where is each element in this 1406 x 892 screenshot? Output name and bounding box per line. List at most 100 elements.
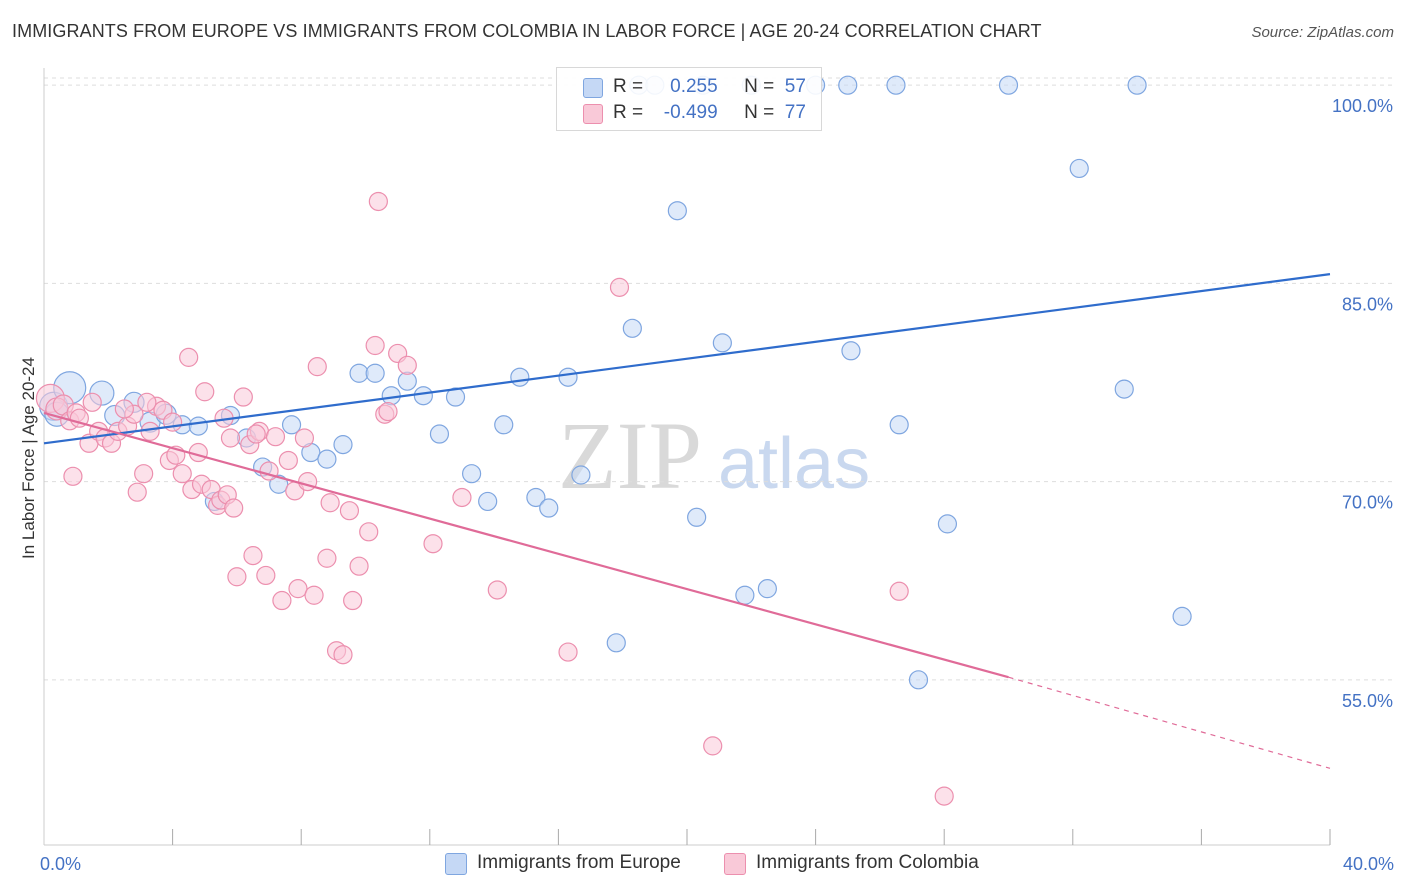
point-colombia xyxy=(934,786,954,806)
point-europe xyxy=(333,435,353,455)
point-europe xyxy=(413,386,433,406)
point-colombia xyxy=(227,567,247,587)
point-europe xyxy=(539,498,559,518)
point-europe xyxy=(494,415,514,435)
point-colombia xyxy=(63,466,83,486)
point-europe xyxy=(937,514,958,534)
point-europe xyxy=(1127,75,1147,95)
legend-swatch-colombia xyxy=(724,853,746,875)
legend-n-value: 57 xyxy=(784,76,806,97)
legend-r-value: 0.255 xyxy=(670,76,718,97)
point-colombia xyxy=(243,546,263,566)
point-colombia xyxy=(140,421,160,441)
point-colombia xyxy=(889,581,909,601)
point-colombia xyxy=(288,579,308,599)
point-colombia xyxy=(343,590,363,611)
point-colombia xyxy=(246,424,266,444)
point-europe xyxy=(317,449,337,469)
point-colombia xyxy=(272,590,292,611)
legend-swatch-colombia xyxy=(583,104,603,124)
point-europe xyxy=(886,75,906,95)
y-tick-label: 70.0% xyxy=(1342,493,1393,513)
point-colombia xyxy=(256,565,276,586)
point-europe xyxy=(622,318,642,338)
legend-r-value: -0.499 xyxy=(663,102,718,123)
chart-title: IMMIGRANTS FROM EUROPE VS IMMIGRANTS FRO… xyxy=(12,21,1042,41)
point-europe xyxy=(478,491,498,512)
point-europe xyxy=(1172,606,1192,626)
point-colombia xyxy=(304,585,324,605)
point-europe xyxy=(269,474,289,494)
point-colombia xyxy=(172,464,192,484)
y-axis-title: In Labor Force | Age 20-24 xyxy=(19,357,38,559)
point-colombia xyxy=(195,382,215,402)
point-europe xyxy=(998,75,1019,95)
point-colombia xyxy=(423,534,443,554)
point-europe xyxy=(838,75,858,95)
watermark-zip: ZIP xyxy=(558,402,702,509)
chart-source: Source: ZipAtlas.com xyxy=(1251,24,1394,41)
legend-n-label: N = xyxy=(744,102,775,123)
point-colombia xyxy=(278,450,298,471)
point-colombia xyxy=(365,335,385,356)
point-colombia xyxy=(317,548,337,568)
point-europe xyxy=(510,367,530,387)
point-europe xyxy=(889,415,909,435)
legend-swatch-europe xyxy=(445,853,467,875)
point-colombia xyxy=(307,357,327,377)
point-colombia xyxy=(114,399,134,419)
legend-label-colombia: Immigrants from Colombia xyxy=(756,852,979,873)
point-colombia xyxy=(163,412,183,432)
legend-n-label: N = xyxy=(744,76,775,97)
legend-r-label: R = xyxy=(613,102,644,123)
point-europe xyxy=(841,341,861,361)
trend-line-colombia xyxy=(43,411,1009,679)
point-europe xyxy=(281,415,302,435)
legend-label-europe: Immigrants from Europe xyxy=(477,852,681,873)
legend-stats: R = 0.255 N = 57 R = -0.499 N = 77 xyxy=(556,67,822,131)
x-tick-label: 0.0% xyxy=(40,854,81,874)
point-colombia xyxy=(127,482,147,502)
trend-line-europe xyxy=(43,273,1331,445)
point-colombia xyxy=(349,556,369,576)
trend-extension-colombia xyxy=(1008,676,1331,769)
point-colombia xyxy=(265,427,286,447)
legend-n-value: 77 xyxy=(784,102,806,123)
point-europe xyxy=(667,201,687,221)
point-colombia xyxy=(339,501,360,521)
point-europe xyxy=(188,416,208,436)
point-colombia xyxy=(558,642,578,662)
axes xyxy=(43,68,1331,846)
point-europe xyxy=(365,363,385,383)
point-colombia xyxy=(703,736,723,756)
x-tick-label: 40.0% xyxy=(1343,854,1394,874)
point-colombia xyxy=(359,522,379,542)
point-europe xyxy=(571,465,591,485)
watermark: ZIP atlas xyxy=(558,402,870,509)
point-colombia xyxy=(82,392,102,412)
point-colombia xyxy=(452,487,472,508)
point-europe xyxy=(757,579,777,599)
point-colombia xyxy=(609,277,630,297)
legend-r-label: R = xyxy=(613,76,644,97)
point-colombia xyxy=(220,428,241,448)
y-tick-label: 55.0% xyxy=(1342,691,1393,711)
point-colombia xyxy=(294,428,315,448)
legend-swatch-europe xyxy=(583,78,603,98)
tick-labels: 100.0% 85.0% 70.0% 55.0% 0.0% 40.0% xyxy=(40,96,1394,874)
point-colombia xyxy=(333,645,353,665)
trend-lines xyxy=(43,273,1331,769)
point-europe xyxy=(687,507,707,527)
point-colombia xyxy=(179,347,199,367)
point-europe xyxy=(1069,158,1089,179)
point-europe xyxy=(735,585,755,605)
point-colombia xyxy=(378,401,398,422)
point-europe xyxy=(908,670,929,690)
watermark-atlas: atlas xyxy=(718,424,870,504)
point-colombia xyxy=(134,464,154,484)
point-colombia xyxy=(233,387,253,407)
point-europe xyxy=(558,367,578,387)
point-colombia xyxy=(320,493,340,513)
point-europe xyxy=(445,387,466,407)
